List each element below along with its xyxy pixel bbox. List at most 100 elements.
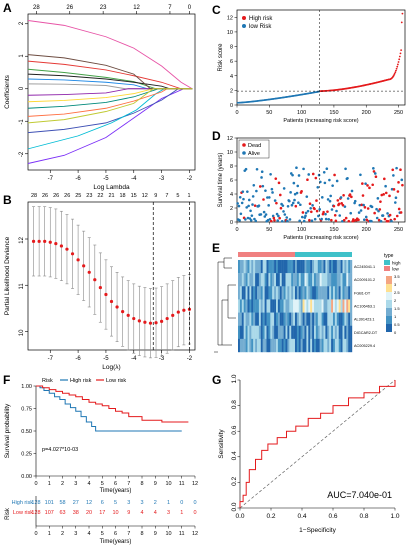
panelE-cell-5-50 (333, 325, 336, 340)
panelB-point-10 (87, 270, 91, 274)
panelE-cell-0-44 (321, 260, 324, 274)
panelD-point-25 (251, 195, 255, 198)
panelE-cell-3-30 (295, 299, 298, 313)
panelE-cell-0-51 (334, 260, 337, 274)
panelE-cell-5-49 (331, 325, 334, 340)
panelF-table-cell-1-10: 3 (167, 510, 170, 516)
panelD-legend-marker-dead (242, 143, 246, 147)
panelD-point-196 (362, 203, 365, 207)
panelD-point-154 (335, 209, 338, 213)
panelE-cell-2-45 (323, 286, 326, 300)
panelE-scale-swatch-1 (386, 284, 392, 292)
panelB-point-9 (82, 264, 86, 268)
panelE-cell-5-41 (315, 325, 318, 340)
panelE-cell-1-54 (340, 273, 343, 287)
panelE-cell-0-21 (277, 260, 280, 274)
panelE-scale-swatch-6 (386, 324, 392, 332)
panelF-xtick-label-0: 0 (34, 481, 37, 487)
panelE-cell-6-20 (276, 338, 279, 353)
panelE-cell-4-14 (264, 312, 267, 326)
panelE-cell-3-32 (298, 299, 301, 313)
panelE-cell-5-21 (277, 325, 280, 340)
panelE-cell-4-8 (253, 312, 256, 326)
panelE-cell-6-18 (272, 338, 275, 353)
panelE-cell-0-16 (268, 260, 271, 274)
panelD-point-37 (259, 213, 263, 216)
panelF-table-cell-1-0: 128 (31, 510, 40, 516)
panelA-coef-line-1 (27, 88, 193, 164)
panelB-toptick-label-5: 23 (86, 193, 92, 199)
panelE-cell-3-33 (300, 299, 303, 313)
panelE-cell-5-38 (310, 325, 313, 340)
panelE-cell-5-16 (268, 325, 271, 340)
panelC-ytick-label-2: 4 (230, 74, 233, 80)
panelE-scale-tick-6: 0.5 (394, 322, 400, 327)
panelE-cell-2-9 (255, 286, 258, 300)
panelE-cell-1-12 (260, 273, 263, 287)
panelD-point-63 (276, 219, 280, 222)
panelE-legend-high-swatch (384, 260, 390, 265)
panelD-point-163 (341, 219, 344, 223)
panelE-cell-6-33 (300, 338, 303, 353)
panelE-cell-2-37 (308, 286, 311, 300)
panel-letter-C: C (212, 3, 221, 17)
panelE-cell-3-49 (331, 299, 334, 313)
panelE-cell-2-25 (285, 286, 288, 300)
panelE-type-title: type (384, 253, 394, 259)
panelC-ytick-label-1: 2 (230, 88, 233, 94)
panelF-ytick-label-1: 0.25 (21, 452, 32, 458)
panelE-cell-5-15 (266, 325, 269, 340)
panelE-cell-3-13 (262, 299, 265, 313)
panelD-point-78 (286, 219, 289, 223)
panelE-cell-4-3 (243, 312, 246, 326)
panelD-ytick-label-0: 0 (230, 220, 233, 226)
panelD-point-250 (397, 181, 400, 184)
panelF-table-cell-0-9: 2 (154, 500, 157, 506)
panelE-cell-2-36 (306, 286, 309, 300)
panelD-point-241 (391, 168, 395, 172)
panelF-ytick-label-4: 1.00 (21, 384, 32, 390)
panelE-scale-swatch-0 (386, 276, 392, 284)
panelE-cell-2-49 (331, 286, 334, 300)
panelB-point-6 (65, 247, 69, 251)
panelD-legend-dead: Dead (248, 143, 261, 149)
panelE-cell-2-21 (277, 286, 280, 300)
panelE-cell-5-51 (334, 325, 337, 340)
panelA-coef-line-12 (27, 88, 193, 117)
panelF-table-cell-1-2: 63 (59, 510, 65, 516)
panelB-xtick-label-0: -7 (48, 356, 54, 362)
panelE-cell-4-36 (306, 312, 309, 326)
panelE-cell-4-7 (251, 312, 254, 326)
panelD-point-136 (323, 181, 327, 185)
panelE-cell-3-52 (336, 299, 339, 313)
panelF-table-cell-1-8: 4 (140, 510, 143, 516)
panelF-table-xtick-label-5: 5 (101, 531, 104, 537)
panelE-cell-6-10 (257, 338, 260, 353)
panelE-cell-6-23 (281, 338, 284, 353)
panelE-cell-3-25 (285, 299, 288, 313)
panelD-point-190 (358, 203, 362, 207)
panelD-point-24 (251, 203, 254, 206)
panelE-cell-5-23 (281, 325, 284, 340)
panelB-point-8 (76, 258, 80, 262)
panelE-cell-3-35 (304, 299, 307, 313)
panelD-point-124 (315, 209, 319, 213)
panelE-cell-3-14 (264, 299, 267, 313)
panelD-point-71 (281, 204, 285, 207)
panelB-point-17 (126, 313, 130, 317)
panelF-ytick-label-0: 0.00 (21, 474, 32, 480)
panelD-point-171 (346, 176, 349, 180)
panelD-point-216 (375, 207, 378, 211)
panelE-cell-6-38 (310, 338, 313, 353)
panelE-cell-1-43 (319, 273, 322, 287)
panelD-point-125 (316, 185, 320, 189)
panelE-cell-4-25 (285, 312, 288, 326)
panelE-cell-2-20 (276, 286, 279, 300)
panelD-point-176 (349, 211, 353, 215)
panelD-ytick-label-6: 12 (227, 136, 233, 142)
panelB-xtick-label-5: -2 (187, 356, 193, 362)
panelD-point-65 (277, 181, 281, 185)
panelE-cell-3-18 (272, 299, 275, 313)
panelD-point-215 (374, 175, 378, 178)
panelE-cell-1-30 (295, 273, 298, 287)
